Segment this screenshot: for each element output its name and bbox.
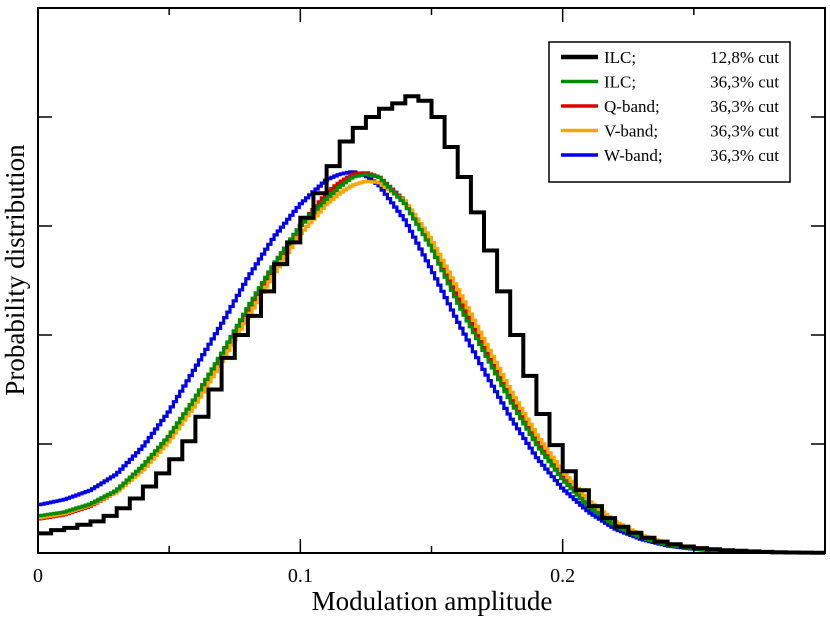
legend-cut-label: 12,8% cut <box>710 48 779 67</box>
series-line-q-band-36-3-cut <box>38 171 825 555</box>
legend-entries: ILC; 12,8% cut ILC; 36,3% cut Q-band; 36,3% c… <box>561 48 779 165</box>
legend-cut-label: 36,3% cut <box>710 146 779 165</box>
legend-cut-label: 36,3% cut <box>710 122 779 141</box>
tick-layer: 0 0.1 0.2 <box>33 8 825 587</box>
series-line-v-band-36-3-cut <box>38 179 825 555</box>
legend-series-name: W-band; <box>604 146 663 165</box>
series-line-w-band-36-3-cut <box>38 170 825 555</box>
legend-cut-label: 36,3% cut <box>710 73 779 92</box>
legend-cut-label: 36,3% cut <box>710 97 779 116</box>
x-tick-label: 0 <box>33 565 43 587</box>
legend-series-name: V-band; <box>604 122 658 141</box>
series-layer <box>38 94 825 555</box>
legend-series-name: ILC; <box>604 73 636 92</box>
y-axis-label: Probability distribution <box>0 144 30 396</box>
x-tick-label: 0.1 <box>288 565 313 587</box>
x-axis-label: Modulation amplitude <box>312 586 553 616</box>
legend-box <box>548 41 791 183</box>
legend-series-name: Q-band; <box>604 97 660 116</box>
legend: ILC; 12,8% cut ILC; 36,3% cut Q-band; 36,3% c… <box>548 41 791 183</box>
x-tick-label: 0.2 <box>550 565 575 587</box>
legend-series-name: ILC; <box>604 48 636 67</box>
series-line-ilc-36-3-cut <box>38 172 825 555</box>
